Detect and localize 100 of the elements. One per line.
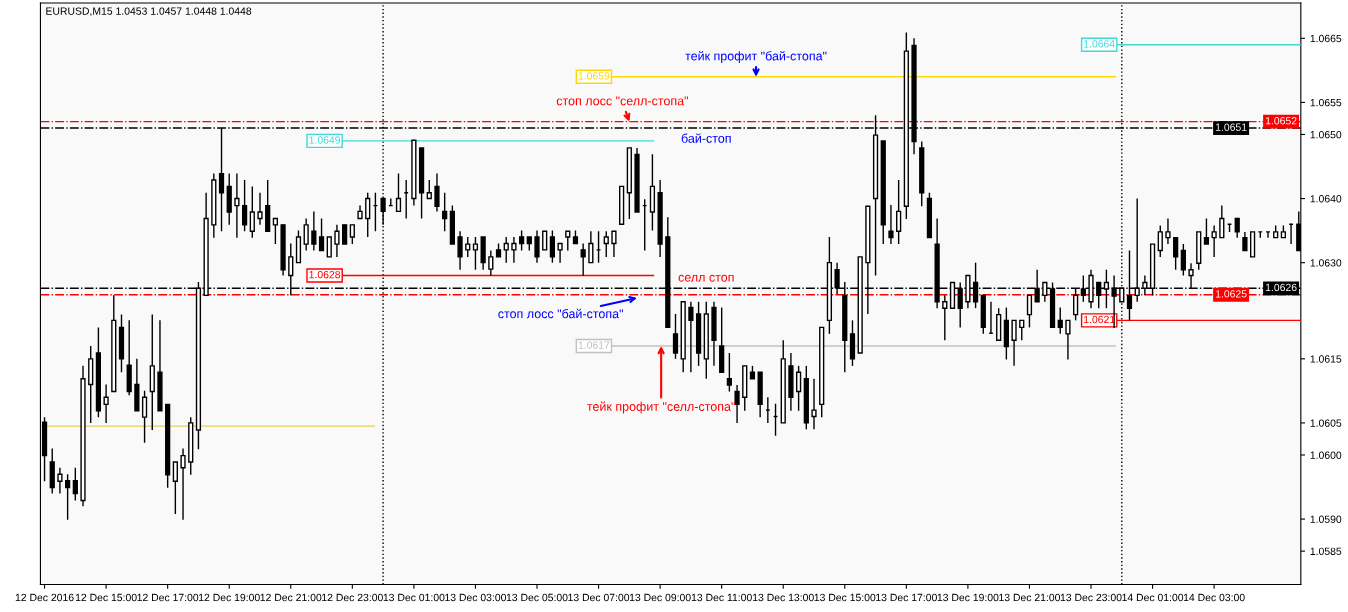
candlestick <box>688 301 694 373</box>
candlestick <box>426 179 432 200</box>
y-tick-label: 1.0585 <box>1310 547 1342 555</box>
x-tick-label: 13 Dec 09:00 <box>629 593 691 602</box>
candlestick <box>311 210 317 252</box>
candlestick <box>511 236 517 264</box>
candlestick <box>395 172 402 213</box>
y-tick-label: 1.0600 <box>1310 451 1342 459</box>
candlestick <box>1157 224 1163 258</box>
x-tick-label: 13 Dec 01:00 <box>383 593 445 602</box>
candlestick <box>1211 224 1217 258</box>
candlestick <box>1219 204 1225 239</box>
annotation: тейк профит "селл-стопа" <box>587 401 735 414</box>
candlestick <box>318 217 325 252</box>
candlestick <box>1065 319 1071 361</box>
candlestick <box>180 447 186 521</box>
x-tick-label: 13 Dec 13:00 <box>753 593 814 602</box>
ref-line-label: 1.0652 <box>1265 117 1297 125</box>
annotation: стоп лосс "бай-стопа" <box>498 308 623 319</box>
candlestick <box>888 204 894 245</box>
ref-line-label: 1.0625 <box>1215 290 1247 298</box>
ref-line-label: 1.0651 <box>1215 123 1247 131</box>
candlestick <box>457 230 463 271</box>
candlestick <box>896 179 902 245</box>
annotation: стоп лосс "селл-стопа" <box>556 96 689 106</box>
candlestick <box>1203 217 1210 245</box>
candlestick <box>1242 231 1248 252</box>
x-tick-label: 13 Dec 23:00 <box>1060 593 1122 602</box>
candlestick <box>141 390 148 444</box>
x-tick-label: 13 Dec 07:00 <box>568 593 630 602</box>
y-tick-label: 1.0640 <box>1310 195 1342 203</box>
candlestick <box>234 172 240 239</box>
candlestick <box>1165 217 1171 245</box>
x-tick-label: 13 Dec 03:00 <box>445 593 507 602</box>
y-tick-label: 1.0630 <box>1310 259 1342 267</box>
candlestick <box>811 377 817 431</box>
x-tick-label: 13 Dec 21:00 <box>999 593 1061 602</box>
candlestick <box>942 294 948 341</box>
candlestick <box>249 185 255 239</box>
x-tick-label: 13 Dec 19:00 <box>937 593 999 602</box>
data-label: 1.0659 <box>578 72 610 80</box>
candlestick <box>472 236 479 271</box>
candlestick <box>303 217 309 252</box>
candlestick <box>549 229 556 264</box>
candlestick <box>672 313 679 360</box>
data-label: 1.0617 <box>578 341 610 349</box>
x-tick-label: 12 Dec 19:00 <box>199 593 260 602</box>
x-tick-label: 12 Dec 15:00 <box>75 593 137 602</box>
x-tick-label: 12 Dec 17:00 <box>137 593 199 602</box>
candlestick <box>257 192 263 226</box>
candlestick <box>365 192 371 238</box>
candlestick <box>588 230 594 264</box>
data-label: 1.0664 <box>1084 40 1115 48</box>
candlestick <box>488 249 494 277</box>
y-tick-label: 1.0590 <box>1310 515 1342 523</box>
candlestick <box>580 242 586 277</box>
candlestick <box>349 224 355 245</box>
candlestick <box>765 396 771 424</box>
candlestick <box>103 383 109 424</box>
annotation: селл стоп <box>678 274 734 282</box>
candlestick <box>557 242 563 264</box>
data-label: 1.0628 <box>309 270 341 279</box>
candlestick <box>342 224 348 245</box>
candlestick <box>172 461 178 515</box>
candlestick <box>542 230 548 251</box>
candlestick <box>1057 306 1063 335</box>
annotation: тейк профит "бай-стопа" <box>685 51 827 63</box>
candlestick <box>1180 243 1186 277</box>
y-tick-label: 1.0655 <box>1310 98 1342 107</box>
candlestick <box>465 236 471 258</box>
candlestick <box>503 236 509 264</box>
candlestick <box>65 473 71 521</box>
candlestick <box>241 179 248 232</box>
x-tick-label: 12 Dec 2016 <box>15 593 74 602</box>
candlestick <box>1173 236 1179 271</box>
x-tick-label: 14 Dec 03:00 <box>1183 593 1245 602</box>
y-tick-label: 1.0665 <box>1310 34 1342 43</box>
y-tick-label: 1.0615 <box>1310 355 1342 363</box>
candlestick <box>434 172 440 213</box>
candlestick <box>603 230 609 258</box>
candlestick <box>534 229 540 264</box>
annotation: бай-стоп <box>681 133 731 143</box>
candlestick <box>1019 319 1025 341</box>
candlestick <box>1026 294 1033 329</box>
candlestick <box>595 230 602 264</box>
candlestick <box>988 301 994 334</box>
y-tick-label: 1.0605 <box>1310 419 1342 427</box>
x-tick-label: 13 Dec 15:00 <box>814 593 876 602</box>
candlestick <box>611 230 617 258</box>
x-tick-label: 12 Dec 21:00 <box>260 593 322 602</box>
candlestick <box>1234 217 1240 239</box>
candlestick <box>272 217 279 245</box>
x-tick-label: 12 Dec 23:00 <box>322 593 383 602</box>
candlestick <box>326 236 332 258</box>
ref-line-label: 1.0626 <box>1265 283 1297 292</box>
candlestick <box>1011 319 1017 367</box>
candlestick <box>72 467 78 502</box>
candlestick <box>565 230 571 252</box>
candlestick <box>734 384 740 424</box>
candlestick <box>518 229 525 252</box>
